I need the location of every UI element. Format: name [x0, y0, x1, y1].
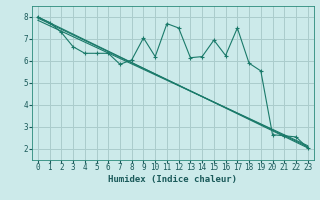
- X-axis label: Humidex (Indice chaleur): Humidex (Indice chaleur): [108, 175, 237, 184]
